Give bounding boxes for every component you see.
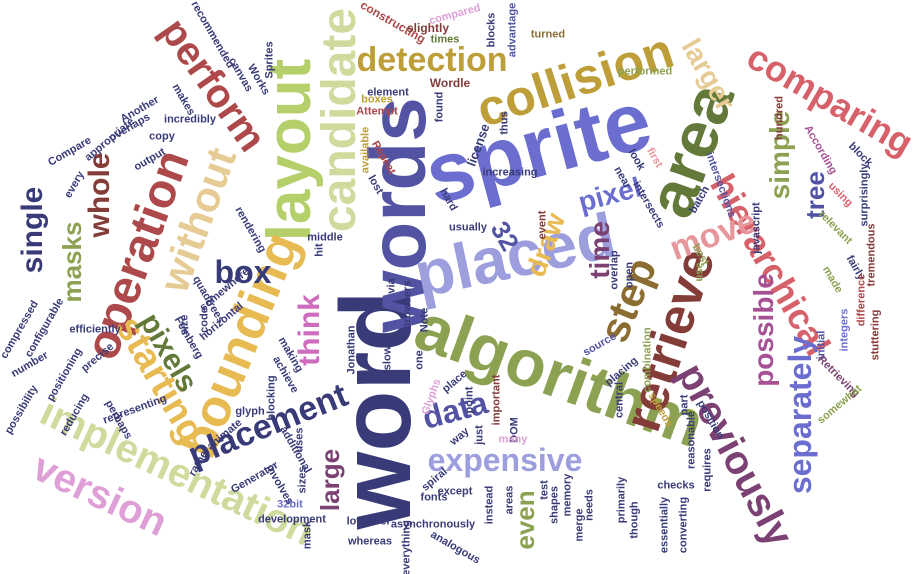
cloud-word-reasonable: reasonable	[685, 410, 698, 470]
cloud-word-central: central	[613, 381, 626, 419]
cloud-word-many: many	[498, 433, 528, 446]
cloud-word-expensive: expensive	[427, 442, 583, 478]
cloud-word-except: except	[437, 485, 473, 498]
cloud-word-note: Note	[418, 307, 431, 333]
cloud-word-box: box	[214, 254, 272, 290]
cloud-word-jonathan: Jonathan	[345, 325, 358, 375]
cloud-word-think: think	[293, 294, 326, 366]
cloud-word-surprisingly: surprisingly	[858, 163, 871, 227]
cloud-word-tremendous: tremendous	[865, 223, 878, 287]
cloud-word-32bit: 32bit	[277, 498, 303, 511]
cloud-word-just: just	[473, 425, 486, 445]
cloud-word-attempt: Attempt	[356, 105, 398, 118]
cloud-word-according: According	[801, 123, 840, 177]
cloud-word-element: element	[367, 86, 409, 99]
cloud-word-use: use	[693, 262, 706, 282]
cloud-word-requires: requires	[701, 448, 714, 492]
cloud-word-integers: integers	[838, 308, 851, 352]
cloud-word-needs: needs	[583, 489, 596, 521]
cloud-word-test: test	[538, 480, 551, 500]
cloud-word-hundred: hundred	[773, 96, 786, 140]
cloud-word-instead: instead	[483, 485, 496, 525]
cloud-word-important: important	[490, 374, 503, 426]
cloud-word-shapes: shapes	[548, 486, 561, 524]
cloud-word-copy: copy	[149, 130, 175, 143]
cloud-word-wordle: Wordle	[429, 76, 471, 90]
cloud-word-times: times	[430, 33, 460, 46]
cloud-word-via: via	[385, 278, 398, 294]
cloud-word-found: found	[433, 91, 446, 123]
cloud-word-areas: areas	[503, 485, 516, 515]
cloud-word-stuttering: stuttering	[869, 309, 882, 361]
cloud-word-incredibly: incredibly	[164, 113, 216, 126]
cloud-word-single: single	[16, 186, 49, 274]
cloud-word-though: though	[628, 501, 641, 539]
cloud-word-blocking: blocking	[265, 375, 278, 421]
cloud-word-open: open	[623, 261, 636, 289]
cloud-word-increasing: increasing	[482, 166, 538, 179]
cloud-word-overlap: overlap	[608, 250, 621, 290]
cloud-word-size: size	[178, 314, 191, 336]
cloud-word-primarily: primarily	[615, 476, 628, 524]
cloud-word-slightly: slightly	[406, 21, 450, 35]
cloud-word-even: even	[510, 490, 540, 550]
cloud-word-middle: middle	[307, 231, 343, 244]
cloud-word-event: event	[536, 210, 549, 240]
cloud-word-browsers: browsers	[401, 280, 414, 330]
cloud-word-thus: thus	[498, 111, 511, 135]
cloud-word-made: made	[820, 264, 845, 296]
cloud-word-hit: hit	[313, 243, 326, 257]
cloud-word-masks: masks	[57, 221, 87, 303]
cloud-word-memory: memory	[561, 473, 574, 517]
cloud-word-point: point	[463, 386, 476, 414]
cloud-word-lowlevel: lowlevel	[346, 515, 390, 528]
cloud-word-everything: everything	[400, 520, 413, 574]
cloud-word-available: available	[359, 126, 372, 174]
cloud-word-large: large	[315, 448, 345, 512]
cloud-word-uses: uses	[293, 427, 306, 453]
cloud-word-combination: combination	[641, 327, 654, 393]
cloud-word-essentially: essentially	[658, 496, 671, 554]
cloud-word-checks: checks	[657, 479, 695, 492]
cloud-word-compared: compared	[427, 1, 482, 28]
cloud-word-one: one	[413, 350, 426, 370]
cloud-word-separately: separately	[782, 335, 818, 495]
cloud-word-turned: turned	[530, 28, 566, 41]
cloud-word-slow: slow	[381, 345, 394, 371]
cloud-word-converting: converting	[677, 496, 690, 554]
cloud-word-whole: whole	[83, 152, 116, 238]
cloud-word-somewhat: somewhat	[815, 382, 865, 427]
cloud-word-sprites: Sprites	[263, 41, 276, 79]
cloud-word-mask: mask	[301, 520, 314, 550]
cloud-word-efficiently: efficiently	[69, 323, 121, 336]
cloud-word-javascript: javascript	[750, 202, 763, 254]
cloud-word-glyph: glyph	[235, 405, 265, 418]
cloud-word-possible: possible	[748, 273, 779, 387]
cloud-word-detection: detection	[356, 41, 508, 79]
cloud-word-fonts: fonts	[420, 491, 448, 504]
cloud-word-whereas: whereas	[347, 535, 393, 548]
cloud-word-analogous: analogous	[428, 528, 483, 567]
cloud-word-usually: usually	[449, 221, 487, 234]
cloud-word-difference: difference	[855, 273, 868, 327]
cloud-word-relevant: relevant	[816, 208, 855, 247]
cloud-word-performed: performed	[617, 65, 673, 78]
cloud-word-using: using	[825, 180, 855, 210]
cloud-word-asynchronously: asynchronously	[390, 518, 476, 531]
cloud-word-boxes: boxes	[361, 93, 393, 106]
cloud-word-blocks: blocks	[485, 12, 498, 48]
cloud-word-advantage: advantage	[506, 2, 519, 58]
cloud-word-development: development	[258, 513, 326, 526]
